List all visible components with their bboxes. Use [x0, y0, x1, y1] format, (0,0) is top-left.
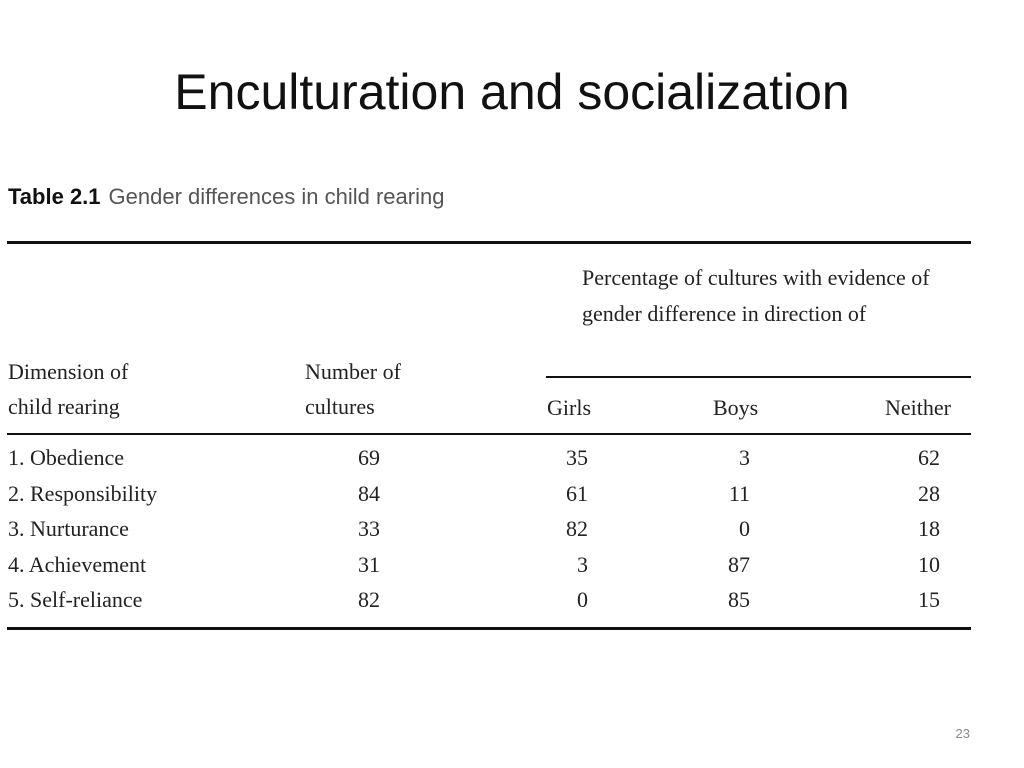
- table-row: 5. Self-reliance 82 0 85 15: [0, 582, 1024, 618]
- header-dimension-line2: child rearing: [8, 394, 120, 419]
- table-row: 4. Achievement 31 3 87 10: [0, 547, 1024, 583]
- percentage-group-header: Percentage of cultures with evidence of …: [582, 265, 930, 326]
- cell-boys: 87: [728, 551, 750, 577]
- cell-girls: 82: [566, 516, 588, 541]
- header-dimension: Dimension of child rearing: [8, 354, 128, 424]
- cell-neither: 18: [918, 516, 940, 541]
- table-caption-text: Gender differences in child rearing: [108, 184, 445, 209]
- table-caption: Table 2.1 Gender differences in child rea…: [8, 184, 444, 210]
- header-girls: Girls: [547, 395, 591, 420]
- cell-boys: 11: [728, 480, 750, 506]
- cell-girls: 3: [577, 551, 588, 577]
- table-top-rule: [7, 241, 971, 244]
- header-number-line2: cultures: [305, 394, 375, 419]
- cell-neither: 28: [918, 480, 940, 506]
- header-neither: Neither: [885, 395, 951, 420]
- cell-dimension: 1. Obedience: [8, 445, 125, 470]
- header-boys: Boys: [713, 395, 759, 420]
- cell-dimension: 3. Nurturance: [8, 516, 129, 541]
- table-body: 1. Obedience 69 35 3 62 2. Responsibilit…: [0, 440, 1024, 618]
- cell-neither: 62: [918, 445, 940, 470]
- cell-cultures: 33: [358, 516, 380, 541]
- cell-cultures: 82: [358, 587, 380, 612]
- table-row: 3. Nurturance 33 82 0 18: [0, 511, 1024, 547]
- cell-boys: 85: [728, 587, 750, 612]
- table-row: 2. Responsibility 84 61 11 28: [0, 476, 1024, 512]
- header-number-line1: Number of: [305, 359, 401, 384]
- cell-girls: 61: [566, 480, 588, 506]
- cell-dimension: 4. Achievement: [8, 551, 147, 577]
- cell-neither: 10: [918, 551, 940, 577]
- cell-neither: 15: [918, 587, 940, 612]
- table-row: 1. Obedience 69 35 3 62: [0, 440, 1024, 476]
- header-number-of-cultures: Number of cultures: [305, 354, 401, 424]
- cell-girls: 0: [577, 587, 588, 612]
- page-number: 23: [955, 726, 970, 741]
- cell-dimension: 5. Self-reliance: [8, 587, 143, 612]
- slide-title: Enculturation and socialization: [174, 64, 850, 120]
- table-header-rule: [7, 433, 971, 435]
- table-caption-label: Table 2.1: [8, 184, 101, 209]
- group-header-rule: [546, 376, 971, 378]
- cell-cultures: 31: [358, 551, 380, 577]
- header-dimension-line1: Dimension of: [8, 359, 129, 384]
- cell-boys: 3: [739, 445, 750, 470]
- cell-cultures: 69: [358, 445, 380, 470]
- cell-dimension: 2. Responsibility: [8, 480, 158, 506]
- cell-cultures: 84: [358, 480, 380, 506]
- table-bottom-rule: [7, 627, 971, 630]
- cell-boys: 0: [739, 516, 750, 541]
- cell-girls: 35: [566, 445, 588, 470]
